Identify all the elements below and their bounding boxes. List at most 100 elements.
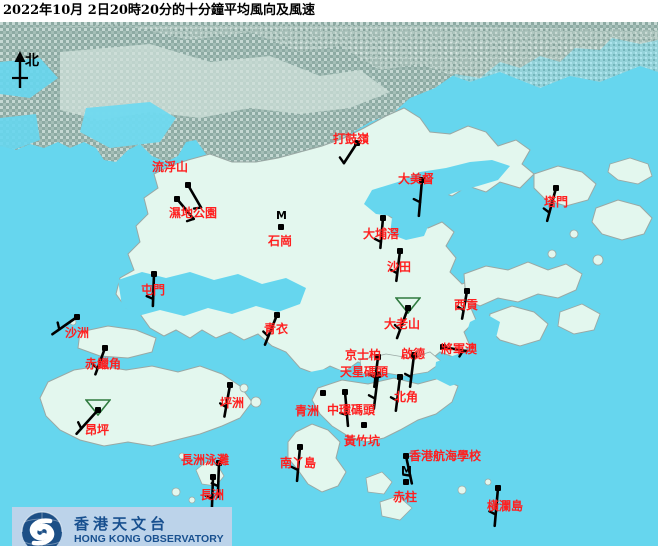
wind-barb [403, 353, 416, 389]
station-label: 京士柏 [345, 348, 382, 362]
bay-far-west [0, 114, 40, 152]
logo-text-english: HONG KONG OBSERVATORY [74, 533, 224, 545]
title-bar: 2022年10月 2日20時20分的十分鐘平均風向及風速 [0, 0, 658, 22]
station-label: 西貢 [454, 298, 479, 312]
station-label: 大埔滘 [363, 227, 400, 241]
station-triangle-marker [85, 399, 111, 416]
station-label: 天星碼頭 [340, 365, 389, 379]
sai-kung-islands [463, 261, 583, 307]
station-label: 橫瀾島 [487, 499, 524, 513]
wind-barb [91, 346, 107, 376]
wind-barb [488, 486, 500, 528]
islet-a [178, 452, 186, 460]
station-m-indicator: M [276, 209, 287, 222]
wind-barb [373, 216, 385, 250]
islet-b [171, 487, 181, 497]
ne-islet-3 [569, 229, 579, 239]
wind-barb [393, 306, 410, 340]
waglan-islet [457, 485, 467, 495]
wind-barb [389, 249, 402, 283]
ne-islet-4 [547, 249, 557, 259]
station-label: 屯門 [141, 283, 166, 297]
station-label: 沙田 [387, 260, 412, 274]
port-shelter [466, 314, 500, 342]
station-dot [278, 224, 284, 230]
station-label: 香港航海學校 [409, 449, 482, 463]
station-label: 中環碼頭 [327, 403, 376, 417]
wind-barb [367, 373, 380, 411]
north-arrow: 北 [6, 48, 52, 94]
station-label: 大美督 [398, 172, 435, 186]
wind-barb [456, 289, 469, 320]
station-dot [361, 422, 367, 428]
station-label: 青洲 [295, 404, 320, 418]
wind-barb [542, 186, 558, 223]
waglan-islet-2 [484, 478, 492, 486]
wind-barb [75, 408, 100, 436]
tolo-harbour [364, 160, 510, 216]
station-label: 北角 [394, 390, 419, 404]
islet-c [188, 496, 196, 504]
station-label: 大老山 [384, 317, 421, 331]
wind-barb [51, 315, 79, 336]
wind-barb [412, 178, 424, 218]
station-label: 將軍澳 [441, 342, 478, 356]
wind-barb [262, 313, 279, 346]
station-label: 沙洲 [65, 326, 90, 340]
north-arrow-glyph [12, 51, 28, 88]
po-toi-area-islet [365, 471, 393, 495]
station-label: 長洲 [200, 488, 225, 502]
map-canvas[interactable]: 北 打鼓嶺 流浮山 濕地公園 M 石崗 大美督 塔門 大埔滘 沙田 西貢 屯門 沙洲 赤鱲角 昂坪 青衣 大老… [0, 22, 658, 546]
wind-barb [290, 445, 302, 483]
ne-islet-2 [592, 254, 604, 266]
station-label: 南丫島 [280, 456, 317, 470]
station-dot [320, 390, 326, 396]
ne-island [607, 157, 653, 185]
se-island [557, 303, 601, 335]
station-label: 打鼓嶺 [333, 132, 370, 146]
station-label: 塔門 [544, 195, 569, 209]
mainland-hills [10, 24, 658, 88]
station-triangle-marker [395, 297, 421, 314]
station-label: 青衣 [264, 322, 289, 336]
wind-barb [204, 475, 215, 511]
tolo-channel [390, 214, 430, 240]
wind-barb [338, 141, 359, 165]
station-label: 黃竹坑 [344, 434, 381, 448]
lamma-island [287, 423, 347, 493]
page-title: 2022年10月 2日20時20分的十分鐘平均風向及風速 [3, 3, 316, 18]
peng-chau-islet [239, 383, 249, 393]
wind-barb [175, 197, 196, 223]
hko-logo: 香港天文台 HONG KONG OBSERVATORY [12, 507, 232, 546]
station-label: 坪洲 [220, 396, 245, 410]
wind-barb [186, 183, 203, 210]
lantau-island [39, 365, 253, 447]
station-label: 啟德 [401, 347, 426, 361]
southern-islet [379, 495, 413, 521]
logo-text-chinese: 香港天文台 [74, 515, 170, 533]
wind-barb [402, 454, 414, 485]
station-label: 濕地公園 [169, 206, 218, 220]
hei-ling-chau-islet [250, 396, 262, 408]
station-m-indicator: M [401, 464, 412, 477]
wind-barb [218, 383, 232, 418]
wind-barb [145, 272, 156, 308]
station-label: 赤鱲角 [85, 357, 122, 371]
wind-barb [441, 345, 468, 358]
eastern-island [591, 199, 653, 241]
hko-swirl-icon [16, 510, 68, 546]
tap-mun-island [533, 165, 597, 207]
station-label: 昂坪 [85, 423, 110, 437]
north-label: 北 [25, 53, 39, 69]
station-dot [403, 479, 409, 485]
station-label: 赤柱 [393, 490, 418, 504]
urmston-road-water [118, 272, 306, 316]
shenzhen-urban [60, 44, 390, 120]
wind-barb [368, 355, 380, 389]
deep-bay-west [0, 58, 58, 98]
junk-bay [434, 354, 476, 386]
station-label: 長洲泳灘 [181, 453, 230, 467]
station-label: 流浮山 [152, 160, 189, 174]
chek-lap-kok [77, 325, 157, 359]
